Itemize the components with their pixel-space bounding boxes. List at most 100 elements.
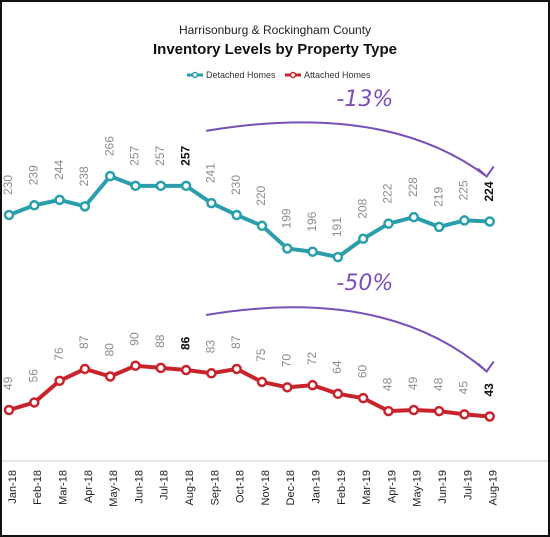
data-label-detached-homes-feb-18: 239 <box>26 165 40 185</box>
data-label-attached-homes-may-19: 49 <box>406 376 420 390</box>
legend-marker-attached-homes <box>289 71 297 79</box>
data-point-attached-homes-dec-18 <box>282 382 293 393</box>
annotation-arrow-2 <box>205 306 488 373</box>
legend-label-detached-homes: Detached Homes <box>206 70 276 80</box>
x-tick-nov-18: Nov-18 <box>260 470 272 505</box>
data-point-attached-homes-jul-19 <box>459 409 470 420</box>
data-label-detached-homes-sep-18: 241 <box>204 163 218 183</box>
data-label-detached-homes-jun-19: 219 <box>431 187 445 207</box>
data-point-detached-homes-aug-18 <box>180 180 192 192</box>
data-label-attached-homes-apr-18: 87 <box>77 335 91 349</box>
x-axis-ticks: Jan-18 Feb-18 Mar-18 Apr-18 May-18 Jun-18 Jul-… <box>7 470 500 507</box>
data-point-attached-homes-jan-18 <box>3 404 15 416</box>
data-label-attached-homes-feb-19: 64 <box>330 360 344 374</box>
data-point-detached-homes-nov-18 <box>256 220 268 232</box>
data-point-attached-homes-jun-19 <box>433 405 445 417</box>
data-label-detached-homes-may-18: 266 <box>102 136 116 156</box>
series-attached-homes: 49 56 76 87 80 90 88 86 83 87 75 70 72 64 60 48 49 48 45 43 <box>2 332 496 422</box>
data-point-detached-homes-mar-19 <box>357 233 369 245</box>
x-tick-sep-18: Sep-18 <box>209 470 221 505</box>
data-point-attached-homes-jun-18 <box>130 360 141 371</box>
data-label-attached-homes-apr-19: 48 <box>381 377 395 391</box>
data-point-attached-homes-apr-18 <box>79 363 91 375</box>
data-label-detached-homes-jun-18: 257 <box>128 145 142 165</box>
data-point-attached-homes-apr-19 <box>383 405 394 417</box>
data-label-detached-homes-apr-19: 222 <box>381 183 395 203</box>
data-label-attached-homes-jan-18: 49 <box>2 376 15 390</box>
data-label-attached-homes-jul-19: 45 <box>457 381 471 395</box>
data-point-detached-homes-apr-19 <box>383 218 394 229</box>
data-label-attached-homes-dec-18: 70 <box>279 354 293 368</box>
annotation-text-1: -13% <box>336 87 393 112</box>
data-label-detached-homes-jan-18: 230 <box>2 175 15 195</box>
legend: Detached Homes Attached Homes <box>187 70 371 80</box>
annotation-arrowhead-1 <box>477 165 495 178</box>
x-tick-jan-18: Jan-18 <box>7 470 19 504</box>
data-point-attached-homes-may-18 <box>104 371 116 382</box>
x-tick-jul-18: Jul-18 <box>159 470 171 500</box>
chart-subtitle: Harrisonburg & Rockingham County <box>179 23 371 37</box>
annotation-arrow-1 <box>205 121 488 178</box>
data-point-detached-homes-oct-18 <box>231 209 242 221</box>
data-label-detached-homes-jul-18: 257 <box>153 145 167 165</box>
data-point-attached-homes-aug-19 <box>484 411 495 422</box>
data-label-detached-homes-aug-18: 257 <box>178 145 192 165</box>
x-tick-feb-18: Feb-18 <box>32 470 44 505</box>
x-tick-jun-19: Jun-19 <box>437 470 449 504</box>
data-label-attached-homes-feb-18: 56 <box>26 369 40 383</box>
data-point-detached-homes-jan-19 <box>307 246 318 257</box>
x-tick-feb-19: Feb-19 <box>336 470 348 505</box>
data-label-attached-homes-mar-18: 76 <box>52 347 66 361</box>
x-tick-aug-18: Aug-18 <box>184 470 196 505</box>
data-label-attached-homes-jul-18: 88 <box>153 334 167 348</box>
data-label-attached-homes-may-18: 80 <box>102 343 116 357</box>
data-point-detached-homes-jun-19 <box>433 221 445 233</box>
data-point-detached-homes-jan-18 <box>3 209 15 221</box>
data-label-detached-homes-mar-18: 244 <box>52 160 66 180</box>
x-tick-mar-18: Mar-18 <box>58 470 70 505</box>
data-point-attached-homes-feb-19 <box>332 388 344 400</box>
x-tick-may-18: May-18 <box>108 470 120 507</box>
data-label-attached-homes-nov-18: 75 <box>254 348 268 362</box>
x-tick-jan-19: Jan-19 <box>311 470 323 504</box>
data-point-detached-homes-may-19 <box>408 211 420 223</box>
data-label-detached-homes-jul-19: 225 <box>457 180 471 200</box>
data-label-attached-homes-jun-19: 48 <box>431 377 445 391</box>
data-label-detached-homes-dec-18: 199 <box>279 208 293 228</box>
plot-area: 230 239 244 238 266 257 257 257 241 230 220 199 196 1… <box>2 87 496 422</box>
data-label-attached-homes-sep-18: 83 <box>204 340 218 354</box>
data-point-attached-homes-sep-18 <box>206 368 217 379</box>
data-label-attached-homes-aug-19: 43 <box>482 383 496 397</box>
data-point-attached-homes-jan-19 <box>307 379 318 391</box>
x-tick-apr-18: Apr-18 <box>83 470 95 503</box>
data-label-attached-homes-jun-18: 90 <box>128 332 142 346</box>
data-point-detached-homes-may-18 <box>104 170 116 182</box>
data-label-detached-homes-feb-19: 191 <box>330 217 344 237</box>
data-point-attached-homes-feb-18 <box>29 397 40 408</box>
data-point-attached-homes-mar-18 <box>54 375 65 387</box>
x-tick-aug-19: Aug-19 <box>488 470 500 505</box>
data-point-detached-homes-jul-18 <box>155 180 167 192</box>
data-label-detached-homes-apr-18: 238 <box>77 166 91 186</box>
data-label-attached-homes-aug-18: 86 <box>178 336 192 350</box>
data-point-attached-homes-mar-19 <box>357 392 369 404</box>
data-point-detached-homes-dec-18 <box>282 243 293 254</box>
data-point-attached-homes-aug-18 <box>180 364 192 376</box>
legend-label-attached-homes: Attached Homes <box>304 70 371 80</box>
data-label-detached-homes-mar-19: 208 <box>355 198 369 218</box>
data-label-detached-homes-may-19: 228 <box>406 177 420 197</box>
x-tick-mar-19: Mar-19 <box>361 470 373 505</box>
data-point-detached-homes-mar-18 <box>54 194 65 206</box>
x-tick-oct-18: Oct-18 <box>235 470 247 503</box>
x-tick-dec-18: Dec-18 <box>285 470 297 505</box>
annotation-text-2: -50% <box>336 271 393 296</box>
data-label-attached-homes-jan-19: 72 <box>305 351 319 365</box>
data-label-attached-homes-oct-18: 87 <box>229 335 243 349</box>
annotation-1: -13% <box>205 87 495 178</box>
annotation-2: -50% <box>205 271 495 373</box>
data-point-detached-homes-feb-19 <box>332 251 344 263</box>
series-detached-homes: 230 239 244 238 266 257 257 257 241 230 220 199 196 1… <box>2 136 496 263</box>
data-point-detached-homes-jul-19 <box>459 215 470 226</box>
